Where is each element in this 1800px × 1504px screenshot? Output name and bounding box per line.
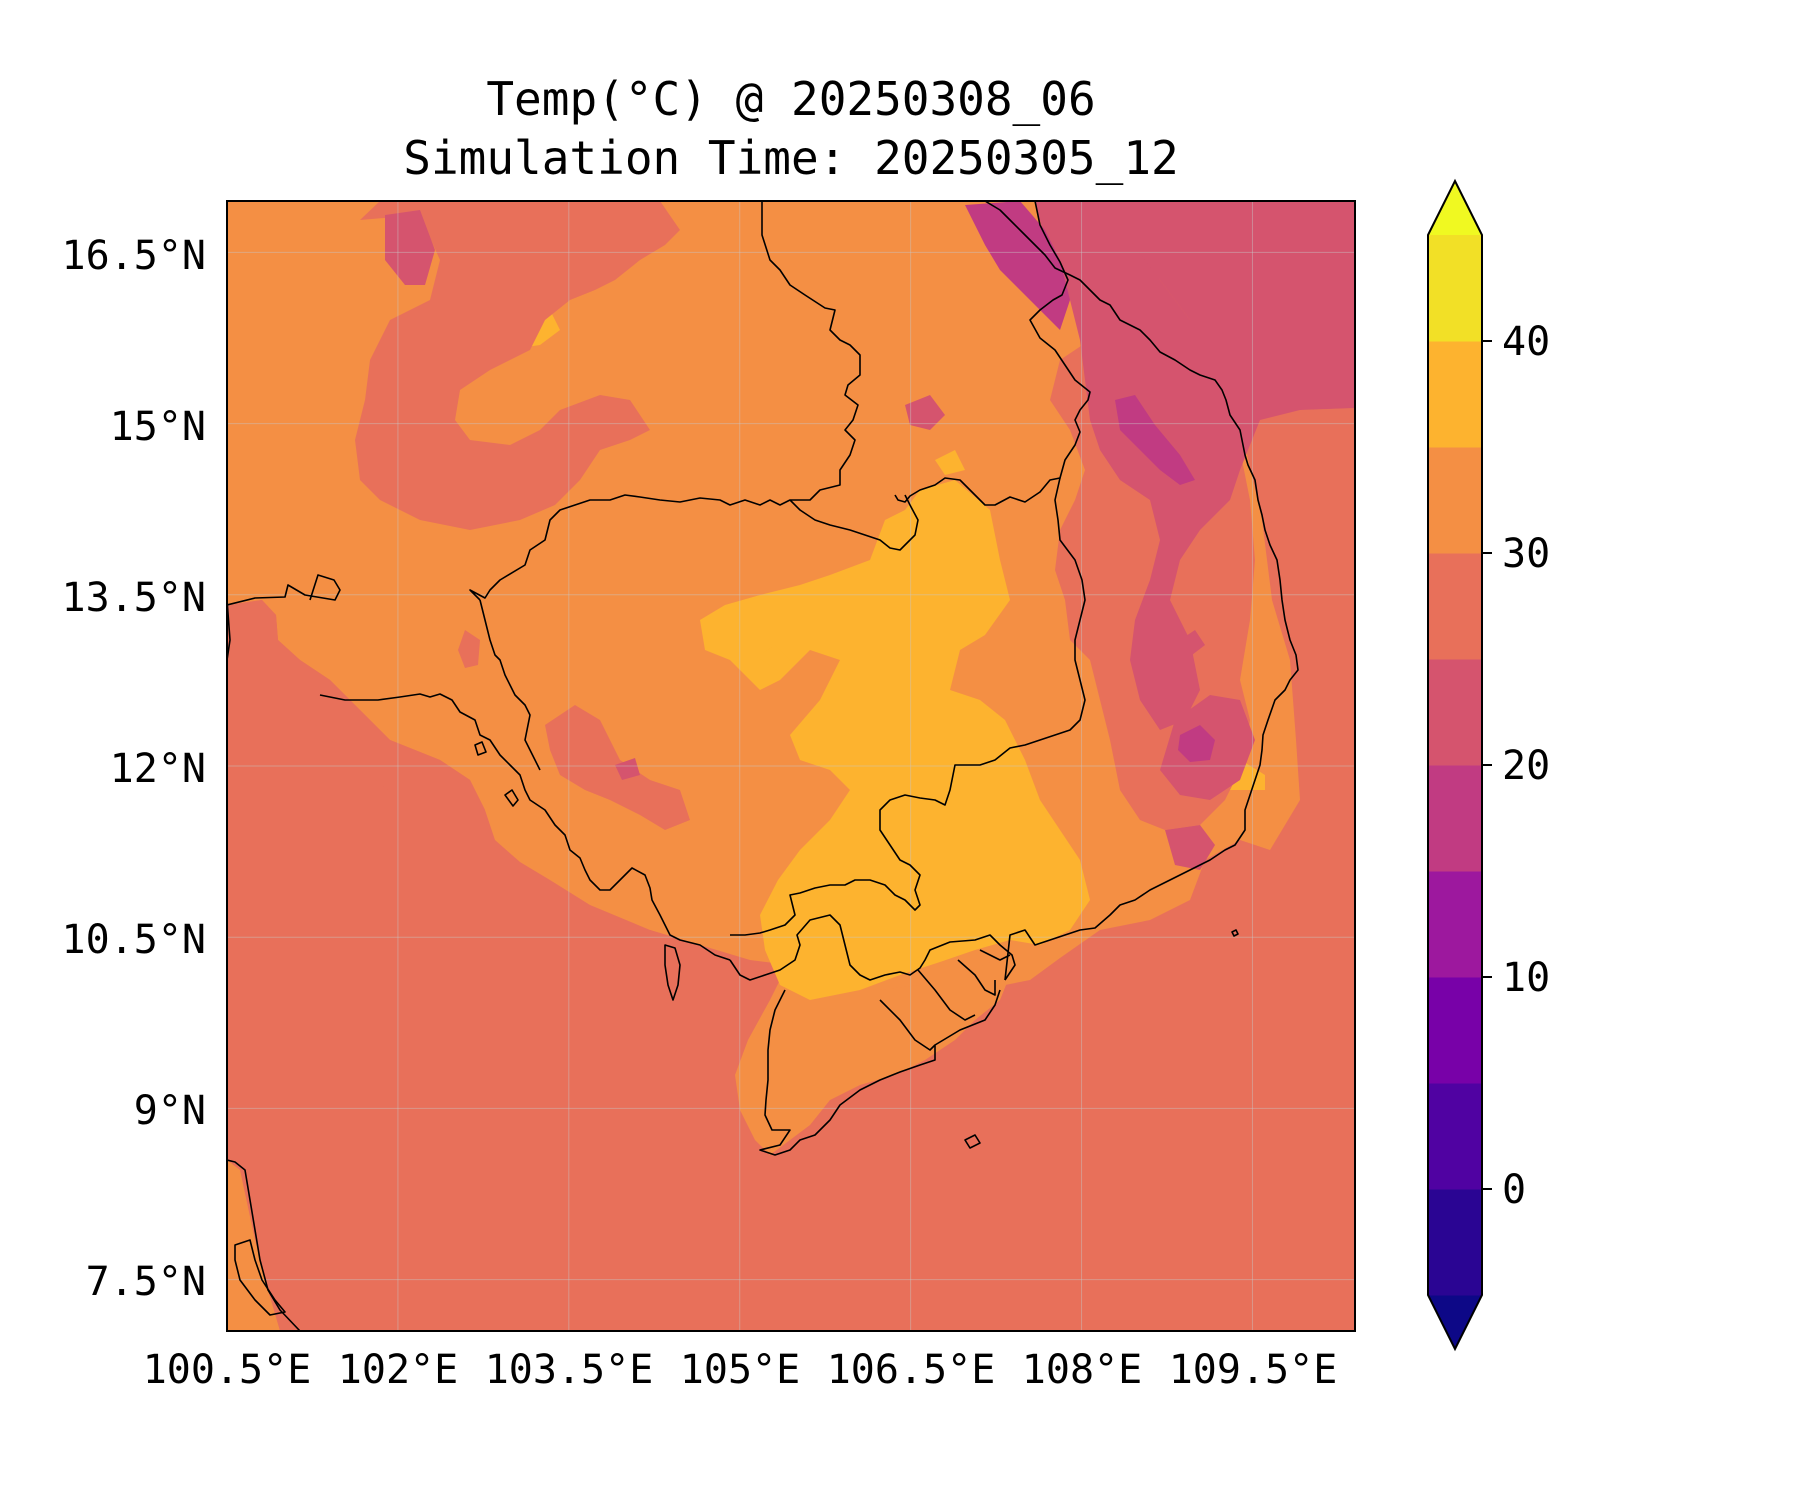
colorbar-band [1428,765,1482,872]
x-tick-label: 102°E [338,1347,458,1393]
y-tick-label: 13.5°N [62,575,207,621]
colorbar-band [1428,977,1482,1084]
x-tick-label: 105°E [680,1347,800,1393]
coastline-mekong-delta [759,989,1001,1156]
map-frame [226,200,1356,1332]
x-tick-label: 108°E [1022,1347,1142,1393]
cool-15-20-mid [1020,240,1060,285]
colorbar-over-arrow [1428,181,1482,235]
coastline-east-thailand-cambodia [319,693,731,961]
colorbar-tick-label: 10 [1502,955,1550,1001]
y-tick-label: 12°N [110,746,206,792]
colorbar-tick-label: 20 [1502,743,1550,789]
coastline-cambodia-vietnam-gulf [729,914,1016,981]
land-30-35-south [735,960,1010,1155]
y-tick-label: 9°N [134,1088,206,1134]
x-tick-labels: 100.5°E 102°E 103.5°E 105°E 106.5°E 108°… [143,1347,1338,1393]
cool-20-25-patch-c [905,395,945,430]
land-25-30-coastal-south [560,930,735,1280]
coastline-delta-branches [879,949,1011,1051]
y-tick-labels: 16.5°N 15°N 13.5°N 12°N 10.5°N 9°N 7.5°N [62,233,207,1305]
land-25-30-northwest [355,201,680,530]
land-25-30-east-patch [1150,790,1180,820]
colorbar-tick-label: 40 [1502,319,1550,365]
cool-20-25-patch-e [615,758,640,780]
land-25-30-west-coast [227,600,485,830]
border-laos-cambodia [789,494,919,551]
x-tick-label: 106.5°E [827,1347,996,1393]
coastline-island-small-east [1231,929,1239,937]
map-title-line1: Temp(°C) @ 20250308_06 [486,72,1095,126]
y-tick-label: 15°N [110,404,206,450]
colorbar-band [1428,1083,1482,1190]
colorbar-band [1428,871,1482,978]
y-tick-label: 7.5°N [86,1259,206,1305]
hot-patch-35-40-f [935,450,965,475]
coastline-island-con-son [964,1134,981,1149]
land-25-30-patch-a [460,460,510,495]
colorbar-ticks: 0 10 20 30 40 [1482,319,1550,1213]
colorbar-band [1428,235,1482,342]
colorbar-under-arrow [1428,1295,1482,1349]
x-tick-label: 109.5°E [1169,1347,1338,1393]
colorbar-tick-label: 0 [1502,1167,1526,1213]
cool-20-25-northeast [1062,201,1355,420]
map-panel [227,201,1355,1331]
coastlines-and-borders [227,201,1299,1331]
colorbar-tick-label: 30 [1502,531,1550,577]
hot-core-35-40 [700,480,1090,1000]
coastline-southeast-vietnam [984,201,1299,981]
colorbar-band [1428,447,1482,554]
cool-20-25-patch-d [1180,630,1205,655]
gridlines [227,201,1355,1331]
map-title-line2: Simulation Time: 20250305_12 [403,131,1178,185]
coastline-peninsula [227,1159,301,1331]
border-cambodia-vietnam [730,477,1086,936]
colorbar-band [1428,553,1482,660]
cool-20-25-plateau-b [1165,825,1215,870]
colorbar-outline [1427,178,1483,1352]
coastline-island-koh-kong [474,741,519,807]
land-25-30-patch-b [458,630,480,668]
cool-20-25-nw-patch [385,210,435,285]
colorbar-band [1428,1189,1482,1296]
border-thailand-cambodia [479,599,541,771]
colorbar-bands [1428,235,1482,1296]
y-tick-label: 10.5°N [62,917,207,963]
coastline-island-phu-quoc [664,944,681,1001]
x-tick-label: 100.5°E [143,1347,312,1393]
colorbar: 0 10 20 30 40 [1427,178,1550,1352]
y-tick-label: 16.5°N [62,233,207,279]
cool-15-20-ridge [1115,395,1195,485]
cool-15-20-south [1178,725,1215,762]
colorbar-band [1428,341,1482,448]
colorbar-band [1428,659,1482,766]
coastline-peninsula-islands [234,1239,286,1316]
border-laos-vietnam [894,201,1091,506]
coastline-gulf-thailand-north [227,574,341,661]
hot-patch-35-40-b [757,645,790,672]
x-tick-label: 103.5°E [485,1347,654,1393]
